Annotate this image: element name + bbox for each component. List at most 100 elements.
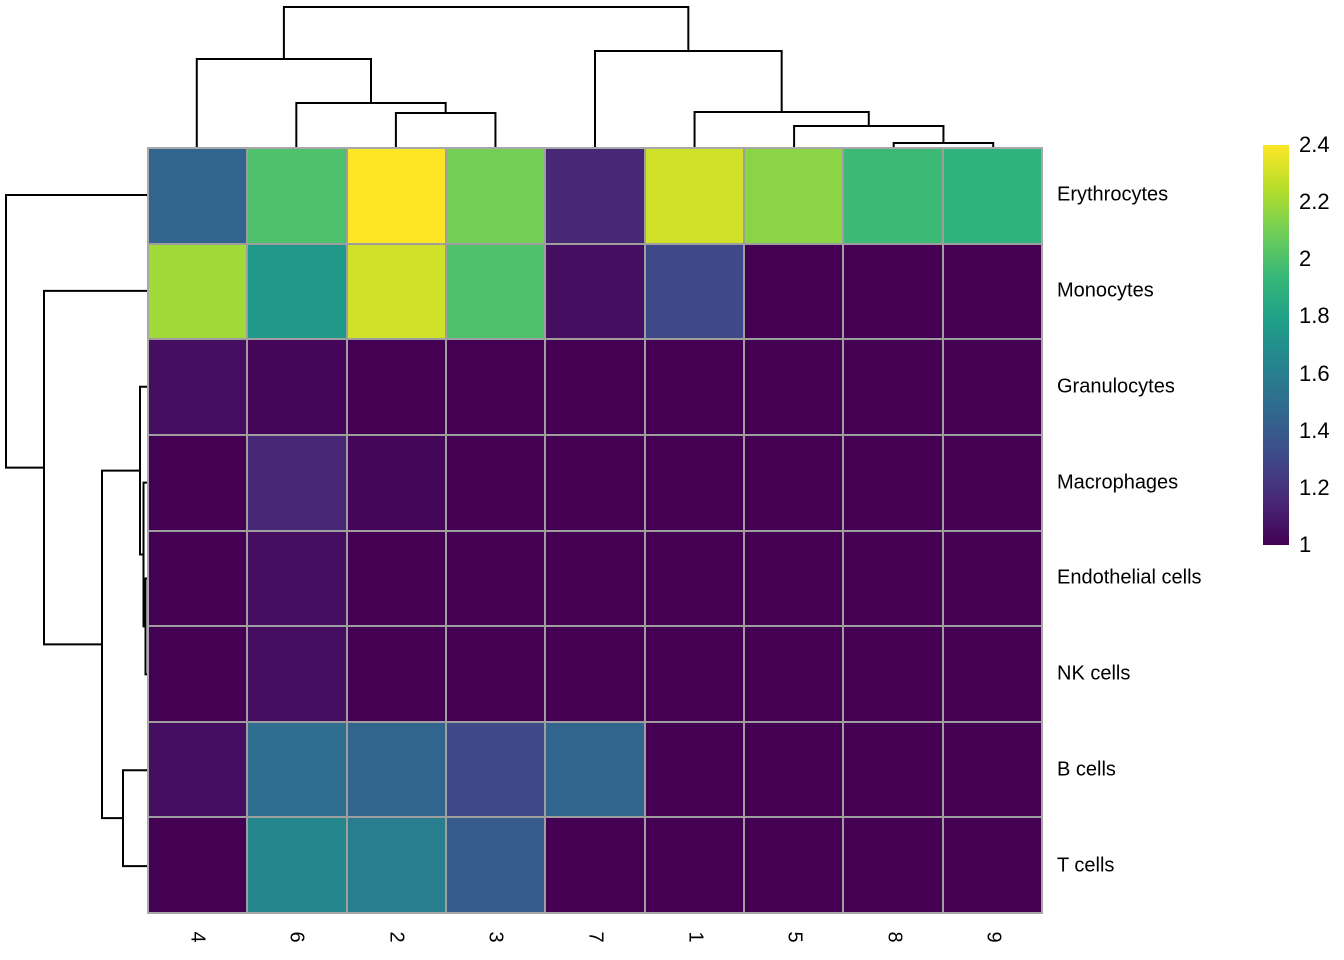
heatmap-cell [943,531,1041,626]
colorbar-tick-label: 1.4 [1299,417,1330,443]
heatmap-cell [645,149,743,243]
heatmap-cell [149,149,247,243]
heatmap-cell [943,435,1041,530]
column-label: 4 [186,931,209,943]
column-label: 8 [883,931,906,943]
row-label: T cells [1057,854,1115,877]
row-label: B cells [1057,758,1116,781]
heatmap-cell [546,244,644,339]
colorbar-tick-label: 2.2 [1299,189,1330,215]
heatmap-cell [347,149,445,243]
heatmap-cell [844,340,942,434]
heatmap-cell [447,722,545,817]
heatmap-cell [447,435,545,530]
heatmap-cell [149,435,247,530]
heatmap-cell [645,435,743,530]
heatmap-cell [943,818,1041,912]
heatmap-cell [745,244,843,339]
heatmap-cell [248,627,346,721]
row-label: Macrophages [1057,471,1179,494]
heatmap-cell [347,340,445,434]
colorbar-tick-label: 1.2 [1299,474,1330,500]
colorbar-gradient [1263,145,1289,545]
heatmap-cell [943,149,1041,243]
heatmap-cell [844,244,942,339]
heatmap-cell [546,722,644,817]
heatmap-cell [844,818,942,912]
dendrogram-branch [5,193,147,469]
heatmap-cell [645,627,743,721]
heatmap-cell [844,531,942,626]
heatmap-cell [447,340,545,434]
heatmap-cell [248,435,346,530]
colorbar-tick-label: 2 [1299,246,1312,272]
heatmap-cell [447,531,545,626]
dendrogram-branch [594,50,783,147]
heatmap-cell [745,627,843,721]
heatmap-cell [447,149,545,243]
column-label: 1 [684,931,707,943]
row-dendrogram [5,193,147,868]
dendrogram-branch [394,112,497,147]
row-label: Erythrocytes [1057,183,1169,206]
dendrogram-branch [122,769,147,868]
heatmap-cell [844,435,942,530]
heatmap-cell [943,627,1041,721]
heatmap-cell [943,340,1041,434]
heatmap-grid [147,147,1043,914]
heatmap-cell [447,627,545,721]
heatmap-cell [149,722,247,817]
heatmap-cell [546,435,644,530]
column-dendrogram [195,6,995,147]
dendrogram-branch [43,289,147,646]
heatmap-cell [149,531,247,626]
heatmap-cell [745,531,843,626]
heatmap-cell [645,722,743,817]
heatmap-cell [943,722,1041,817]
column-label: 2 [385,931,408,943]
heatmap-cell [248,722,346,817]
heatmap-cell [149,818,247,912]
dendrogram-branch [101,469,140,820]
heatmap-cell [645,531,743,626]
heatmap-cell [248,818,346,912]
heatmap-cell [745,435,843,530]
column-label: 6 [285,931,308,943]
column-label: 3 [484,931,507,943]
heatmap-cell [347,627,445,721]
heatmap-cell [248,149,346,243]
heatmap-cell [447,244,545,339]
heatmap-cell [347,435,445,530]
heatmap-cell [248,244,346,339]
heatmap-cell [645,340,743,434]
row-label: NK cells [1057,662,1131,685]
heatmap-cell [347,722,445,817]
heatmap-cell [546,531,644,626]
heatmap-cell [546,627,644,721]
row-label: Endothelial cells [1057,566,1202,589]
row-label: Granulocytes [1057,375,1175,398]
heatmap-cell [546,818,644,912]
heatmap-cell [149,340,247,434]
heatmap-cell [745,149,843,243]
colorbar-tick-label: 1.8 [1299,303,1330,329]
heatmap-cell [844,149,942,243]
dendrogram-branch [295,102,447,147]
heatmap-cell [149,627,247,721]
heatmap-cell [546,149,644,243]
heatmap-cell [347,531,445,626]
heatmap-cell [844,627,942,721]
column-label: 5 [783,931,806,943]
heatmap-cell [347,244,445,339]
heatmap-cell [347,818,445,912]
heatmap-cell [745,340,843,434]
heatmap-cell [248,340,346,434]
heatmap-cell [248,531,346,626]
dendrogram-branch [282,6,690,59]
dendrogram-branch [693,111,870,147]
heatmap-cell [546,340,644,434]
colorbar-tick-label: 2.4 [1299,132,1330,157]
row-label: Monocytes [1057,279,1154,302]
heatmap-cell [447,818,545,912]
